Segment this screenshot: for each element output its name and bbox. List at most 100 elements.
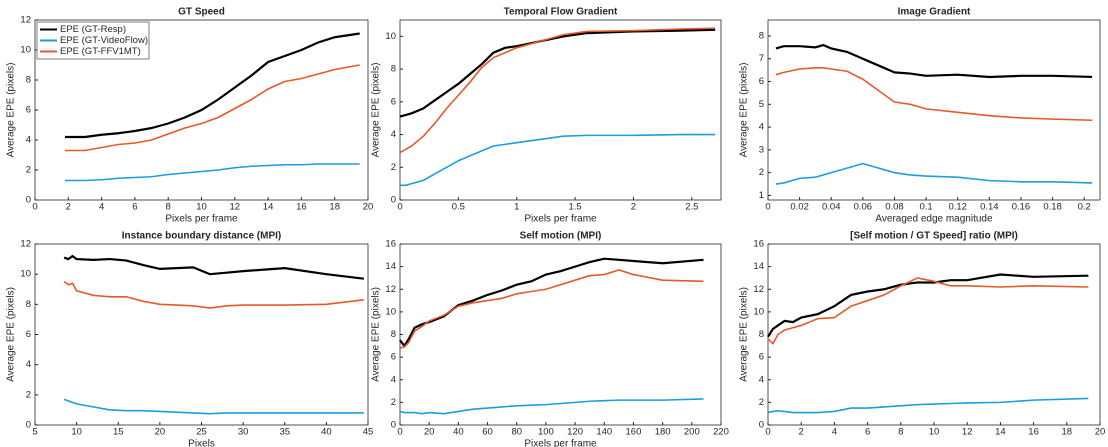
x-tick-label: 160	[626, 427, 642, 438]
x-tick-label: 12	[962, 427, 973, 438]
x-tick-label: 0.18	[1043, 202, 1062, 213]
y-tick-label: 6	[759, 76, 764, 87]
x-tick-label: 10	[929, 427, 940, 438]
y-tick-label: 12	[20, 15, 31, 26]
x-tick-label: 45	[363, 427, 374, 438]
y-tick-label: 16	[753, 239, 764, 250]
plot-area	[767, 243, 1101, 426]
x-tick-label: 8	[898, 427, 903, 438]
x-tick-label: 0	[397, 427, 402, 438]
x-tick-label: 2.5	[685, 202, 698, 213]
x-tick-label: 6	[865, 427, 870, 438]
x-tick-label: 12	[230, 202, 241, 213]
y-tick-label: 2	[26, 165, 31, 176]
x-tick-label: 30	[238, 427, 249, 438]
chart-title: Image Gradient	[898, 7, 971, 18]
x-tick-label: 16	[1028, 427, 1039, 438]
plot-area	[767, 19, 1101, 201]
x-tick-label: 200	[684, 427, 700, 438]
y-tick-label: 2	[759, 397, 764, 408]
x-tick-label: 20	[1095, 427, 1106, 438]
series-line	[767, 277, 1089, 345]
series-line	[775, 43, 1093, 79]
x-tick-label: 0.04	[822, 202, 841, 213]
x-tick-label: 5	[32, 427, 37, 438]
series-line	[399, 27, 716, 154]
y-tick-label: 2	[759, 167, 764, 178]
x-tick-label: 4	[99, 202, 104, 213]
x-tick-label: 100	[538, 427, 554, 438]
y-tick-label: 8	[759, 30, 764, 41]
y-tick-label: 2	[391, 162, 396, 173]
x-tick-label: 60	[482, 427, 493, 438]
y-tick-label: 8	[391, 329, 396, 340]
y-tick-label: 4	[391, 374, 396, 385]
x-tick-label: 40	[453, 427, 464, 438]
x-tick-label: 0	[32, 202, 37, 213]
x-axis-label: Pixels	[188, 439, 215, 447]
legend-label: EPE (GT-VideoFlow)	[60, 35, 148, 46]
x-tick-label: 15	[113, 427, 124, 438]
x-tick-label: 40	[321, 427, 332, 438]
x-tick-label: 220	[713, 427, 729, 438]
x-tick-label: 0.02	[790, 202, 809, 213]
x-tick-label: 0	[765, 202, 770, 213]
x-tick-label: 120	[567, 427, 583, 438]
x-axis-label: Pixels per frame	[165, 214, 238, 225]
series-line	[399, 28, 716, 118]
y-tick-label: 6	[391, 352, 396, 363]
y-tick-label: 5	[759, 99, 764, 110]
y-tick-label: 4	[391, 129, 396, 140]
y-tick-label: 1	[759, 190, 764, 201]
chart-title: GT Speed	[178, 7, 225, 18]
x-tick-label: 25	[196, 427, 207, 438]
y-tick-label: 6	[759, 352, 764, 363]
y-axis-label: Average EPE (pixels)	[6, 63, 17, 158]
x-tick-label: 0.08	[885, 202, 904, 213]
x-tick-label: 2	[631, 202, 636, 213]
x-tick-label: 0.5	[452, 202, 465, 213]
y-tick-label: 10	[20, 269, 31, 280]
series-line	[767, 273, 1089, 338]
x-tick-label: 0	[765, 427, 770, 438]
x-tick-label: 8	[166, 202, 171, 213]
x-axis-label: Averaged edge magnitude	[875, 214, 993, 225]
x-tick-label: 180	[655, 427, 671, 438]
chart-title: [Self motion / GT Speed] ratio (MPI)	[850, 231, 1018, 242]
y-axis-label: Average EPE (pixels)	[371, 287, 382, 382]
series-line	[399, 398, 704, 415]
y-tick-label: 8	[26, 75, 31, 86]
y-tick-label: 0	[759, 420, 764, 431]
x-tick-label: 0	[397, 202, 402, 213]
x-tick-label: 0.2	[1078, 202, 1091, 213]
series-line	[775, 67, 1093, 122]
y-tick-label: 6	[26, 105, 31, 116]
x-tick-label: 14	[263, 202, 274, 213]
y-tick-label: 0	[26, 195, 31, 206]
x-tick-label: 16	[296, 202, 307, 213]
y-tick-label: 8	[759, 329, 764, 340]
y-axis-label: Average EPE (pixels)	[739, 63, 750, 158]
x-tick-label: 20	[424, 427, 435, 438]
chart-title: Instance boundary distance (MPI)	[122, 231, 281, 242]
x-tick-label: 0.12	[948, 202, 967, 213]
y-tick-label: 10	[20, 45, 31, 56]
x-tick-label: 6	[132, 202, 137, 213]
series-line	[63, 254, 364, 280]
series-line	[63, 398, 364, 415]
x-tick-label: 20	[155, 427, 166, 438]
y-tick-label: 12	[753, 284, 764, 295]
y-tick-label: 10	[385, 31, 396, 42]
y-tick-label: 4	[759, 122, 764, 133]
y-tick-label: 8	[26, 299, 31, 310]
series-line	[767, 397, 1089, 414]
y-tick-label: 6	[26, 329, 31, 340]
x-tick-label: 10	[196, 202, 207, 213]
x-tick-label: 18	[329, 202, 340, 213]
y-tick-label: 14	[753, 261, 764, 272]
series-line	[63, 281, 364, 309]
x-tick-label: 14	[995, 427, 1006, 438]
x-tick-label: 0.14	[980, 202, 999, 213]
y-tick-label: 16	[385, 239, 396, 250]
